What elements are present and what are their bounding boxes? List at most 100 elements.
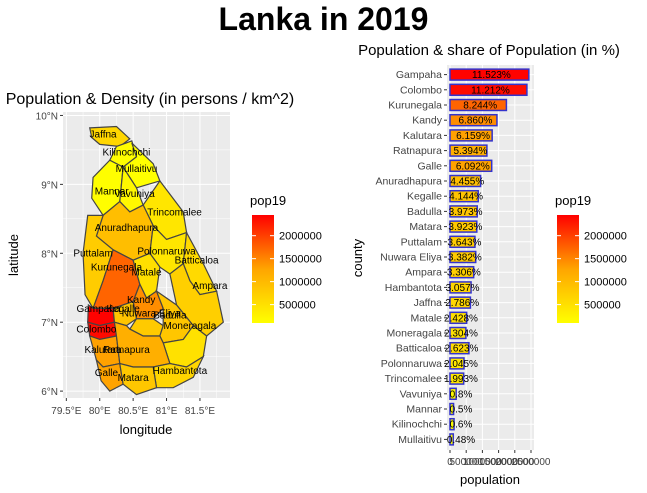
district-ratnapura <box>113 321 171 368</box>
bar-y-axis-title: county <box>350 238 365 277</box>
page-title: Lanka in 2019 <box>218 1 429 37</box>
bar <box>449 250 477 264</box>
bar-data-label: 4.144% <box>449 192 483 203</box>
bar-category-label: Vavuniya <box>400 388 443 400</box>
bar-category-label: Gampaha <box>396 69 442 81</box>
bar-x-tick-label: 2500000 <box>512 457 551 468</box>
legend-colorbar <box>557 215 579 323</box>
bar <box>449 372 465 385</box>
district-label: Mullaitivu <box>116 164 158 175</box>
district-label: Polonnaruwa <box>137 247 196 258</box>
bar-data-label: 3.923% <box>448 222 482 233</box>
bar-x-tick-label: 1000000 <box>463 457 502 468</box>
legend-tick-label: 2000000 <box>584 231 627 243</box>
bar-x-tick-label: 0 <box>447 457 453 468</box>
bar-data-label: 6.860% <box>459 116 493 127</box>
bar <box>449 296 472 309</box>
bar-data-label: 0.5% <box>450 405 473 416</box>
bar-data-label: 1.993% <box>444 374 478 385</box>
bar-category-label: Ampara <box>405 267 442 279</box>
bar-x-tick-label: 500000 <box>450 457 484 468</box>
legend-colorbar <box>252 215 274 323</box>
map-x-axis-title: longitude <box>120 422 173 437</box>
legend-tick-label: 1500000 <box>279 254 322 266</box>
bar-data-label: 6.092% <box>456 161 490 172</box>
legend-tick-label: 2000000 <box>279 231 322 243</box>
bar <box>449 174 482 188</box>
bar-data-label: 8.244% <box>463 101 497 112</box>
bar-data-label: 11.212% <box>471 85 510 96</box>
district-label: Colombo <box>76 325 116 336</box>
bar-category-label: Badulla <box>407 206 442 218</box>
bar-category-label: Ratnapura <box>393 145 442 157</box>
legend-tick-label: 500000 <box>584 300 621 312</box>
bar <box>449 144 488 157</box>
bar <box>449 326 467 340</box>
legend-tick-label: 1500000 <box>584 254 627 266</box>
bar-data-label: 2.623% <box>444 344 478 355</box>
bar-data-label: 2.786% <box>445 298 479 309</box>
map-y-tick-label: 10°N <box>36 111 58 122</box>
bar <box>449 113 498 127</box>
district-label: Anuradhapura <box>95 223 159 234</box>
bar <box>449 98 508 112</box>
legend-tick-label: 1000000 <box>584 277 627 289</box>
bar <box>449 387 457 401</box>
district-matara <box>119 362 158 396</box>
bar-category-label: Batticaloa <box>396 343 442 355</box>
bar-data-label: 5.394% <box>453 146 487 157</box>
bar <box>449 341 470 355</box>
map-y-axis-title: latitude <box>6 234 21 276</box>
bar <box>449 159 493 173</box>
district-label: Vavuniya <box>114 189 155 200</box>
district-label: Kilinochchi <box>103 147 151 158</box>
bar-title: Population & share of Population (in %) <box>358 42 620 59</box>
bar-data-label: 2.304% <box>444 329 478 340</box>
bar-series: 11.523% 11.212% 8.244% 6.860% 6.159% 5.394% 6.… <box>444 68 530 446</box>
bar-category-label: Kilinochchi <box>392 419 442 431</box>
district-label: Jaffna <box>90 129 117 140</box>
bar-data-label: 6.159% <box>456 131 490 142</box>
bar-category-label: Kegalle <box>407 191 442 203</box>
bar-category-label: Matale <box>410 312 442 324</box>
bar-category-label: Polonnaruwa <box>381 358 442 370</box>
bar-legend-title: pop19 <box>555 193 591 208</box>
map-x-axis: 79.5°E 80°E 80.5°E 81°E 81.5°E <box>51 398 215 417</box>
bar-data-label: 3.382% <box>448 253 482 264</box>
bar-category-label: Jaffna <box>414 297 443 309</box>
bar <box>449 68 530 81</box>
district-hambantota <box>152 355 205 389</box>
bar <box>449 402 455 416</box>
bar-x-axis-title: population <box>460 472 520 487</box>
bar-data-label: 3.057% <box>446 283 480 294</box>
district-label: Gampaha <box>76 304 120 315</box>
bar-data-label: 4.455% <box>450 177 484 188</box>
bar-data-label: 3.643% <box>448 237 482 248</box>
district-label: Nuwara Eliya <box>122 309 181 320</box>
bar-data-label: 0.8% <box>450 389 473 400</box>
bar-category-label: Mullaitivu <box>398 434 442 446</box>
map-x-tick-label: 80°E <box>89 406 111 417</box>
bar-category-label: Nuwara Eliya <box>380 252 442 264</box>
district-label: Batticaloa <box>175 256 219 267</box>
bar <box>449 417 455 431</box>
bar <box>449 83 528 97</box>
map-x-tick-label: 80.5°E <box>118 406 148 417</box>
district-label: Moneragala <box>164 321 217 332</box>
district-label: Badulla <box>153 311 187 322</box>
bar <box>449 281 472 294</box>
bar <box>449 433 455 446</box>
map-x-tick-label: 81°E <box>156 406 178 417</box>
district-label: Kegalle <box>106 304 140 315</box>
bar-data-label: 3.973% <box>449 207 483 218</box>
map-x-tick-label: 79.5°E <box>51 406 81 417</box>
bar <box>449 311 468 325</box>
bar <box>449 357 465 370</box>
district-label: Galle <box>95 368 119 379</box>
district-label: Matale <box>131 267 161 278</box>
district-label: Matara <box>118 373 150 384</box>
bar-category-label: Hambantota <box>385 282 442 294</box>
bar <box>449 220 478 233</box>
